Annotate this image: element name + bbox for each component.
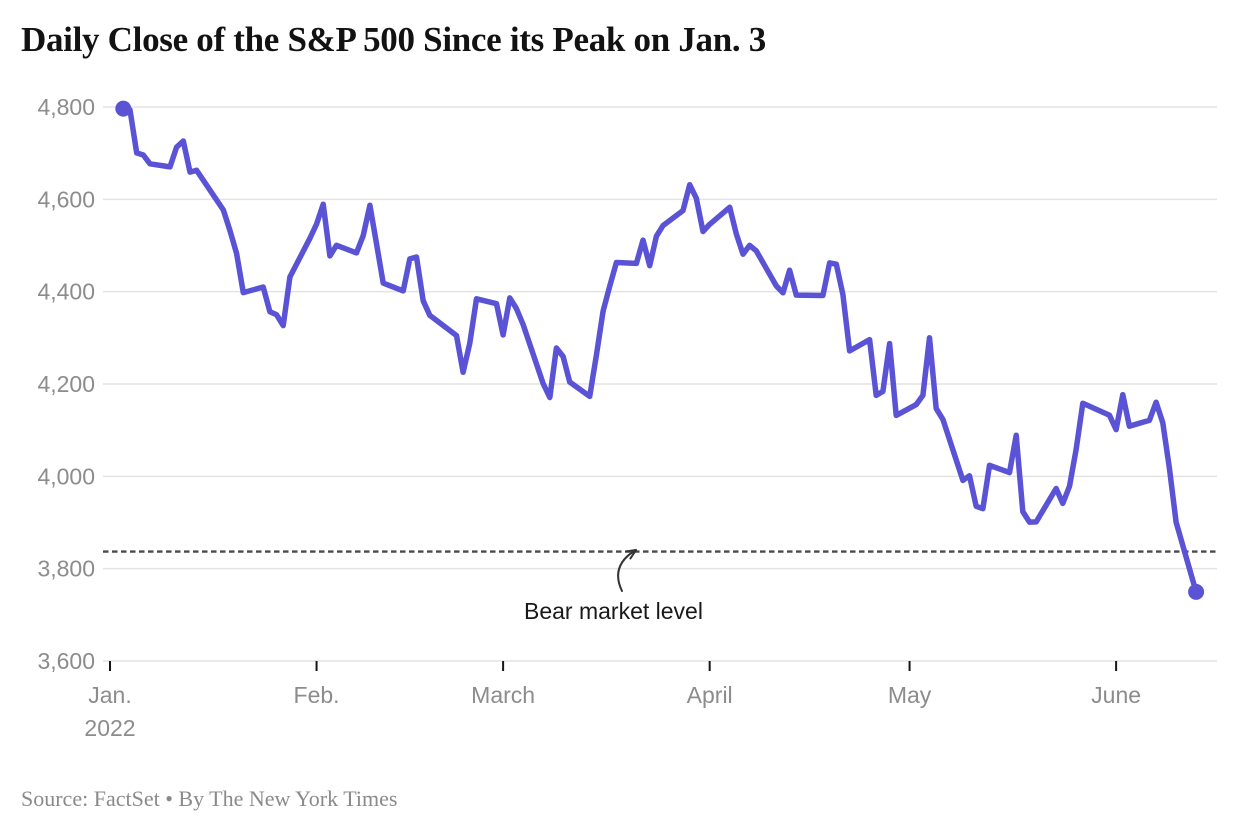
end-point-marker [1188, 583, 1205, 600]
y-axis-tick-label: 3,600 [37, 648, 95, 674]
y-axis-tick-label: 4,400 [37, 279, 95, 305]
source-credit: Source: FactSet • By The New York Times [21, 786, 398, 811]
x-axis-tick-label: Feb. [294, 682, 340, 708]
x-axis-tick-label: June [1091, 682, 1141, 708]
y-axis-tick-label: 4,000 [37, 463, 95, 489]
start-point-marker [115, 100, 132, 117]
sp500-line [120, 105, 1199, 595]
annotation-label: Bear market level [524, 598, 703, 624]
x-axis-tick-label: May [888, 682, 932, 708]
sp500-series [115, 100, 1205, 600]
annotation-arrow-icon [617, 549, 637, 592]
y-axis-tick-label: 4,800 [37, 94, 95, 120]
chart-title: Daily Close of the S&P 500 Since its Pea… [21, 20, 766, 59]
x-axis-tick-label: Jan. [88, 682, 131, 708]
gridlines [103, 106, 1217, 662]
x-axis-tick-label: March [471, 682, 535, 708]
x-axis: Jan. 2022 Feb. March April May June [84, 661, 1141, 741]
x-axis-tick-sublabel: 2022 [84, 715, 135, 741]
y-axis-tick-label: 4,600 [37, 186, 95, 212]
y-axis-tick-label: 3,800 [37, 556, 95, 582]
y-axis-tick-label: 4,200 [37, 371, 95, 397]
x-axis-tick-label: April [687, 682, 733, 708]
y-axis-labels: 3,600 3,800 4,000 4,200 4,400 4,600 4,800 [37, 94, 95, 674]
